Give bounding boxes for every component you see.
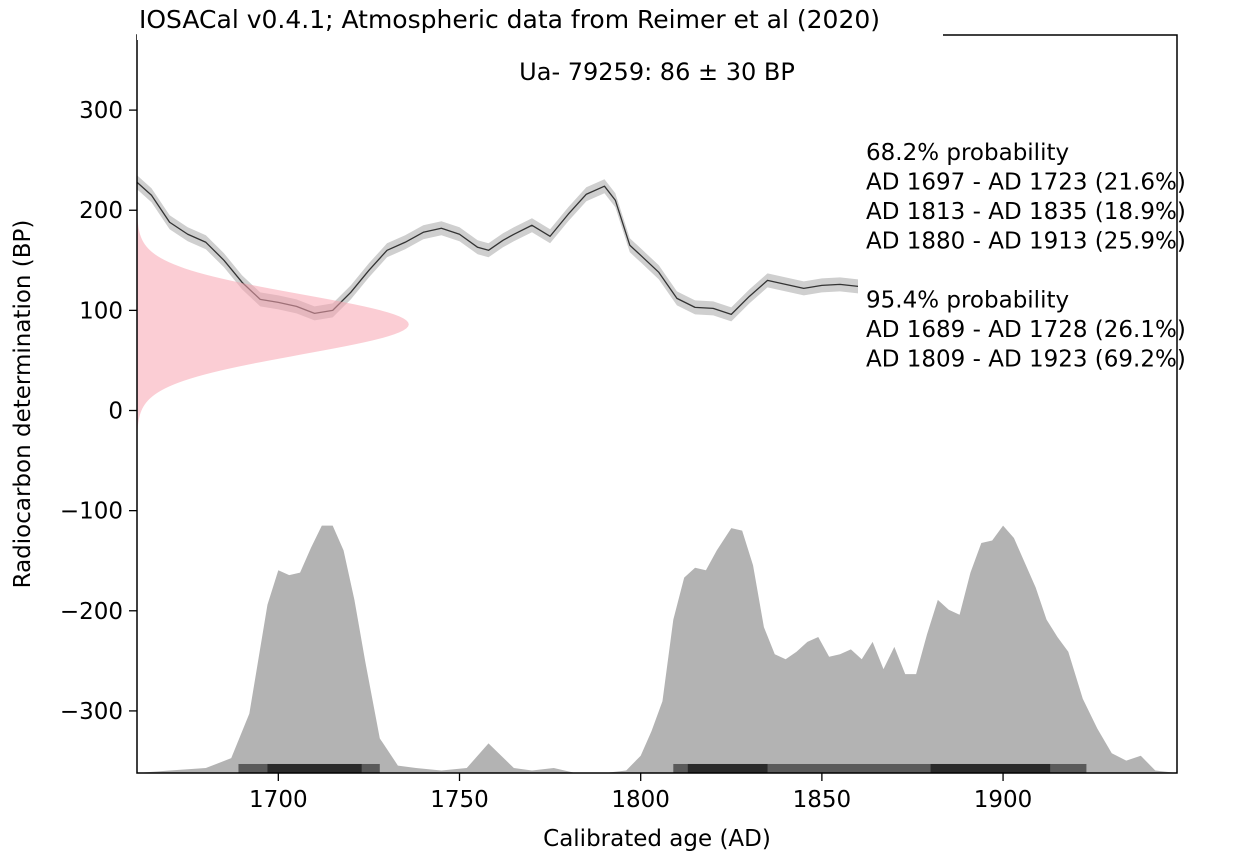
x-tick-label-1850: 1850 — [793, 787, 852, 813]
y-tick-label-4: −100 — [60, 499, 123, 525]
plot-area — [137, 175, 1177, 773]
chart-title: IOSACal v0.4.1; Atmospheric data from Re… — [139, 5, 880, 34]
chart-subtitle: Ua- 79259: 86 ± 30 BP — [519, 58, 795, 86]
legend-line-0: 68.2% probability — [866, 140, 1069, 166]
radiocarbon-pdf-area — [137, 204, 409, 445]
radiocarbon-pdf-layer — [137, 204, 409, 445]
y-tick-label-3: 0 — [108, 399, 123, 425]
x-tick-label-1900: 1900 — [974, 787, 1033, 813]
x-tick-label-1700: 1700 — [249, 787, 308, 813]
x-tick-label-1800: 1800 — [611, 787, 670, 813]
legend-line-3: AD 1880 - AD 1913 (25.9%) — [866, 229, 1186, 255]
calibrated-distribution-layer — [137, 525, 1177, 773]
x-tick-label-1750: 1750 — [430, 787, 489, 813]
legend-line-1: AD 1697 - AD 1723 (21.6%) — [866, 170, 1186, 196]
y-tick-label-6: −300 — [60, 699, 123, 725]
y-tick-label-5: −200 — [60, 599, 123, 625]
y-tick-label-2: 100 — [79, 298, 123, 324]
calibrated-distribution-area — [137, 525, 1177, 773]
range-68-bar-1 — [687, 763, 768, 773]
y-axis: 300 200 100 0 −100 −200 −300 — [60, 98, 137, 725]
range-95-bar-1 — [673, 763, 1087, 773]
legend: 68.2% probability AD 1697 - AD 1723 (21.6… — [858, 128, 1248, 380]
legend-background — [858, 128, 1248, 380]
title-background — [137, 0, 943, 40]
x-axis-label: Calibrated age (AD) — [543, 826, 771, 852]
range-68-bar-0 — [267, 763, 362, 773]
probability-ranges-layer — [238, 763, 1087, 773]
x-axis: 1700 1750 1800 1850 1900 — [249, 773, 1032, 813]
y-tick-label-1: 200 — [79, 198, 123, 224]
legend-line-5: 95.4% probability — [866, 288, 1069, 314]
legend-line-2: AD 1813 - AD 1835 (18.9%) — [866, 199, 1186, 225]
y-tick-label-0: 300 — [79, 98, 123, 124]
y-axis-label: Radiocarbon determination (BP) — [10, 220, 36, 589]
legend-line-7: AD 1809 - AD 1923 (69.2%) — [866, 347, 1186, 373]
range-68-bar-2 — [930, 763, 1051, 773]
legend-line-6: AD 1689 - AD 1728 (26.1%) — [866, 317, 1186, 343]
